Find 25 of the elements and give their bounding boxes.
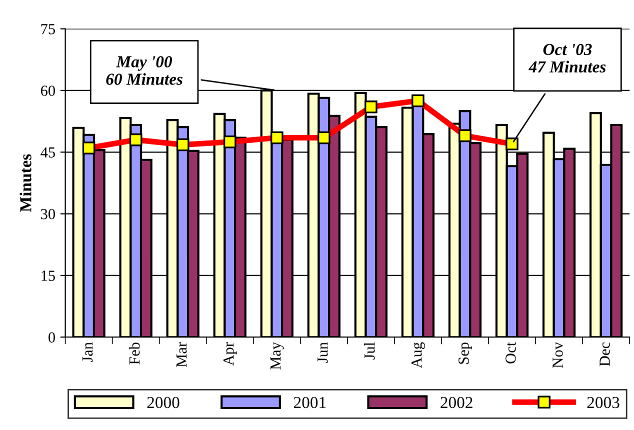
legend-label: 2001 [294,396,326,408]
y-axis-title: Minutes [20,154,32,212]
x-tick-label: Nov [552,342,563,368]
legend-label: 2000 [147,396,180,408]
y-tick-label: 15 [42,270,55,281]
x-tick-label: May [270,342,284,370]
x-tick-label: Aug [412,342,425,368]
x-tick-label: Feb [128,342,140,364]
y-tick-label: 75 [41,24,55,34]
x-tick-label: Dec [600,342,610,366]
x-tick-label: Jul [364,342,375,360]
y-tick-label: 0 [48,332,55,343]
x-tick-label: Mar [176,342,187,367]
x-tick-label: Jan [82,342,93,362]
legend-label: 2002 [440,396,472,408]
legend-label: 2003 [587,396,620,408]
x-tick-label: Sep [458,342,472,364]
x-tick-label: Jun [318,342,328,363]
annotation: Oct '03 47 Minutes [528,44,606,73]
y-tick-label: 45 [40,147,55,158]
y-tick-label: 60 [40,86,55,96]
x-tick-label: Oct [506,342,516,364]
x-tick-label: Apr [223,342,237,366]
annotation: May '00 60 Minutes [106,56,182,85]
y-tick-label: 30 [41,208,55,220]
